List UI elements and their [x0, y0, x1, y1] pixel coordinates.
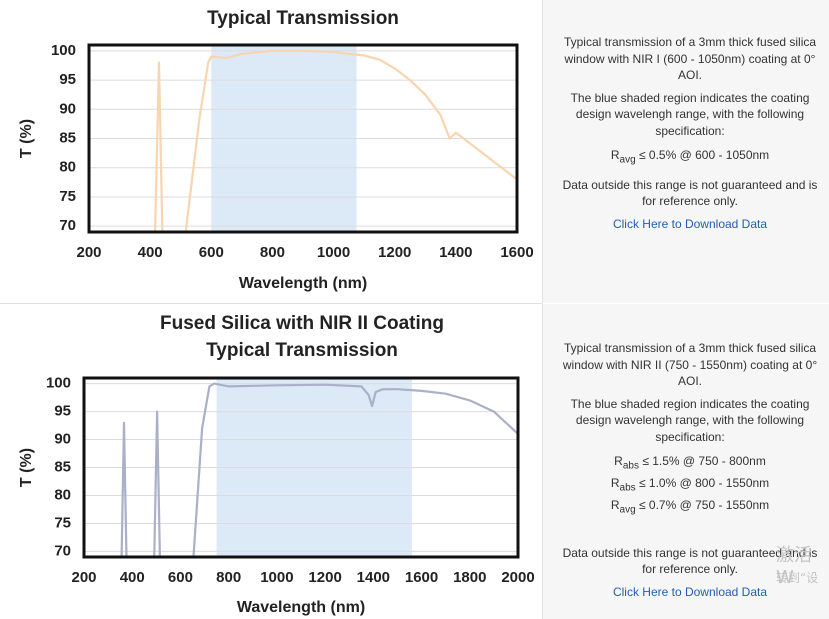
x-tick-label: 800 [216, 569, 241, 586]
spec-subscript: avg [619, 154, 636, 166]
spec-text: ≤ 1.0% @ 800 - 1550nm [638, 475, 770, 490]
chart-subtitle: Typical Transmission [206, 340, 398, 361]
x-tick-label: 200 [76, 244, 101, 261]
spec-subscript: avg [619, 504, 636, 516]
y-tick-label: 80 [59, 159, 76, 176]
x-tick-label: 400 [120, 569, 145, 586]
y-tick-label: 90 [59, 100, 76, 117]
spec-subscript: abs [622, 460, 639, 472]
paragraph: Typical transmission of a 3mm thick fuse… [563, 35, 817, 82]
plot-frame [87, 43, 519, 234]
spec-symbol: R [614, 454, 623, 468]
spec-text: ≤ 0.7% @ 750 - 1550nm [638, 497, 770, 512]
paragraph: The blue shaded region indicates the coa… [570, 90, 810, 138]
x-tick-label: 800 [260, 244, 285, 261]
separator [0, 303, 542, 304]
y-tick-label: 100 [46, 375, 71, 392]
y-tick-label: 95 [54, 403, 71, 420]
specs: Rabs ≤ 1.5% @ 750 - 800nm Rabs ≤ 1.0% @ 8… [557, 453, 823, 519]
y-tick-label: 85 [54, 458, 71, 475]
x-tick-label: 1400 [357, 569, 390, 586]
x-tick-label: 1400 [439, 244, 472, 261]
spec-line: Ravg ≤ 0.7% @ 750 - 1550nm [557, 497, 823, 519]
transmission-line [153, 49, 517, 232]
x-tick-label: 400 [138, 244, 163, 261]
spec-line: Rabs ≤ 1.5% @ 750 - 800nm [557, 453, 823, 475]
x-tick-label: 600 [199, 244, 224, 261]
note: Data outside this range is not guarantee… [562, 545, 818, 577]
info-panel: Typical transmission of a 3mm thick fuse… [542, 304, 829, 619]
spec-text: ≤ 0.5% @ 600 - 1050nm [638, 148, 770, 162]
x-tick-label: 200 [71, 569, 96, 586]
x-tick-label: 1200 [378, 244, 411, 261]
x-tick-label: 1200 [308, 569, 341, 586]
y-tick-label: 70 [54, 542, 71, 559]
x-tick-label: 1600 [405, 569, 438, 586]
y-tick-label: 85 [59, 129, 76, 146]
x-axis-label: Wavelength (nm) [237, 599, 365, 616]
x-tick-label: 2000 [501, 569, 534, 586]
x-tick-label: 1000 [260, 569, 293, 586]
spec-symbol: R [610, 497, 620, 512]
paragraph: Typical transmission of a 3mm thick fuse… [562, 341, 818, 388]
y-tick-label: 75 [54, 514, 71, 531]
x-tick-label: 1800 [453, 569, 486, 586]
note: Data outside this range is not guarantee… [562, 177, 818, 209]
plot-frame [82, 376, 520, 559]
chart-title: Fused Silica with NIR II Coating [160, 313, 444, 334]
x-tick-label: 600 [168, 569, 193, 586]
y-tick-label: 80 [54, 486, 71, 503]
spec-text: ≤ 1.5% @ 750 - 800nm [642, 454, 766, 468]
spec-line: Rabs ≤ 1.0% @ 800 - 1550nm [557, 475, 823, 497]
x-axis-label: Wavelength (nm) [239, 275, 367, 292]
x-tick-label: 1000 [317, 244, 350, 261]
transmission-line [120, 382, 518, 557]
y-axis-label: T (%) [18, 448, 35, 487]
spec-subscript: abs [619, 482, 636, 494]
y-axis-label: T (%) [18, 119, 35, 158]
chart-title: Typical Transmission [207, 8, 399, 29]
specs: Ravg ≤ 0.5% @ 600 - 1050nm [557, 147, 823, 169]
x-tick-label: 1600 [500, 244, 533, 261]
watermark: 转到“设 [776, 571, 819, 585]
spec-symbol: R [610, 475, 620, 490]
y-tick-label: 90 [54, 431, 71, 448]
y-tick-label: 100 [51, 42, 76, 59]
y-tick-label: 95 [59, 71, 76, 88]
info-panel: Typical transmission of a 3mm thick fuse… [542, 0, 829, 303]
spec-line: Ravg ≤ 0.5% @ 600 - 1050nm [557, 147, 823, 169]
y-tick-label: 70 [59, 217, 76, 234]
download-link[interactable]: Click Here to Download Data [612, 216, 768, 231]
charts: Typical Transmission 70 75 80 85 90 95 100 200 40… [18, 8, 534, 616]
paragraph: The blue shaded region indicates the coa… [570, 396, 810, 444]
watermark: 激活 W [776, 545, 812, 588]
spec-symbol: R [610, 148, 620, 162]
y-tick-label: 75 [59, 188, 76, 205]
download-link[interactable]: Click Here to Download Data [612, 584, 768, 599]
